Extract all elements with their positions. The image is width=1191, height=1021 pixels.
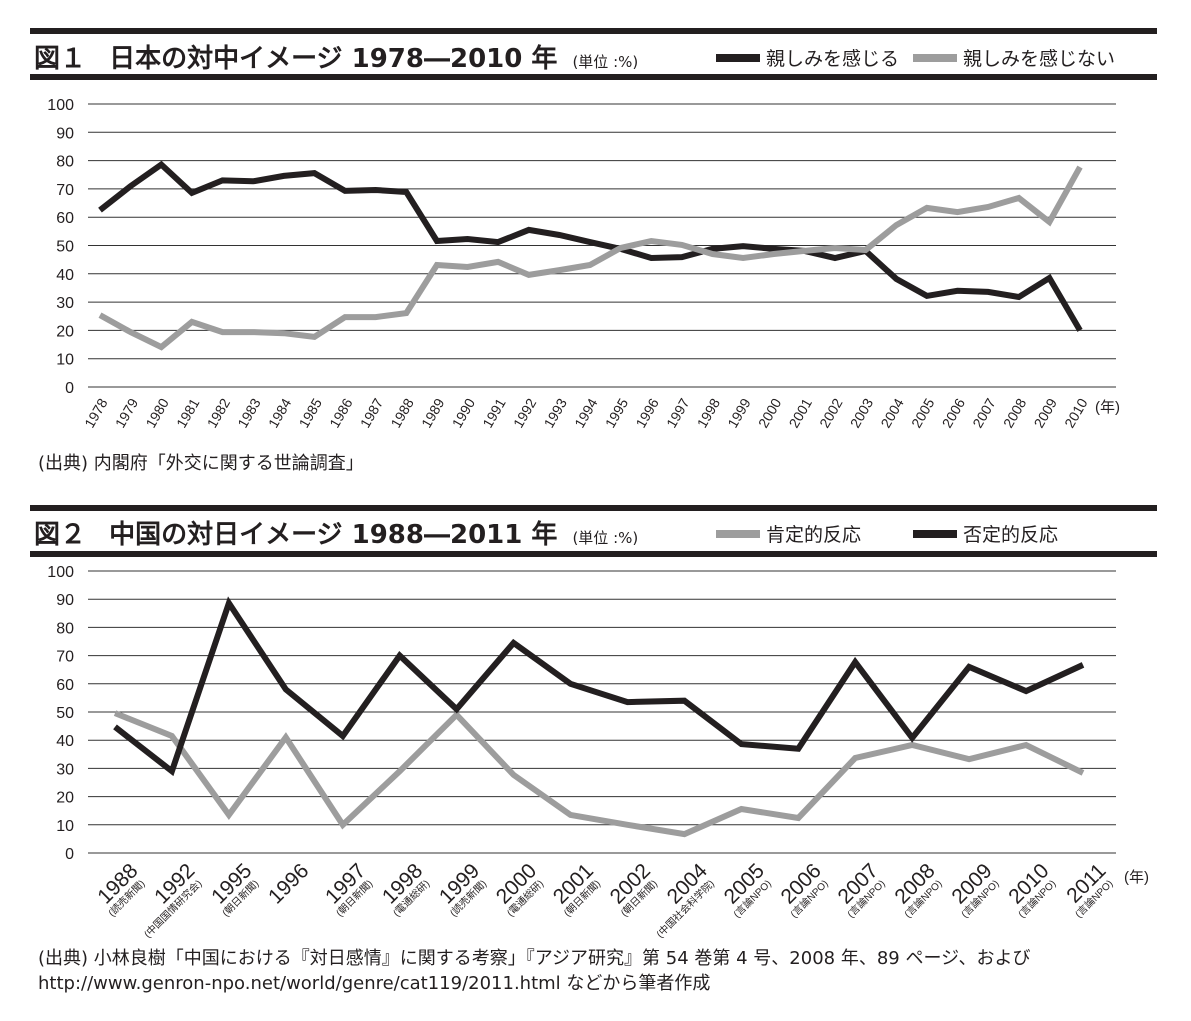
x-tick-label-group: 2011(言論NPO)	[1062, 859, 1115, 920]
x-tick-label: 1996	[264, 859, 313, 908]
x-tick-label-group: 2000(電通総研)	[492, 859, 546, 919]
y-tick-label: 0	[65, 380, 74, 397]
y-tick-label: 0	[65, 846, 74, 863]
x-tick-label-group: 1996	[264, 859, 313, 908]
x-tick-label-group: 1999(読売新聞)	[435, 859, 489, 919]
legend-swatch-gray	[913, 53, 958, 62]
legend-swatch-black	[716, 53, 760, 62]
y-tick-label: 90	[56, 125, 74, 142]
fig2-source-line1: (出典) 小林良樹「中国における『対日感情』に関する考察」『アジア研究』第 54…	[38, 948, 1031, 969]
legend-swatch-black	[913, 529, 958, 538]
fig2-number: 図２	[34, 520, 87, 550]
legend-label: 親しみを感じる	[766, 48, 900, 70]
y-tick-label: 50	[56, 239, 74, 256]
y-tick-label: 20	[56, 790, 74, 807]
y-tick-label: 80	[56, 154, 74, 171]
fig2-title: 中国の対日イメージ 1988―2011 年	[109, 520, 558, 550]
fig2-header: 図２ 中国の対日イメージ 1988―2011 年 (単位 :%)	[34, 514, 638, 551]
legend-swatch-gray	[716, 529, 760, 538]
y-tick-label: 10	[56, 818, 74, 835]
y-tick-label: 20	[56, 323, 74, 340]
fig1-title: 日本の対中イメージ 1978―2010 年	[109, 44, 558, 74]
legend-label: 肯定的反応	[766, 524, 862, 546]
y-tick-label: 80	[56, 620, 74, 637]
x-tick-label-group: 2001(朝日新聞)	[549, 859, 603, 919]
x-tick-label-group: 1997(朝日新聞)	[321, 859, 375, 919]
x-tick-label-group: 2004(中国社会科学院)	[653, 859, 716, 940]
x-tick-label-group: 2009(言論NPO)	[947, 859, 1001, 920]
y-tick-label: 50	[56, 705, 74, 722]
y-tick-label: 90	[56, 592, 74, 609]
x-tick-label-group: 2005(言論NPO)	[720, 859, 774, 920]
fig1-header: 図１ 日本の対中イメージ 1978―2010 年 (単位 :%)	[34, 38, 638, 75]
x-tick-label-group: 2006(言論NPO)	[777, 859, 831, 920]
y-tick-label: 40	[56, 733, 74, 750]
y-tick-label: 100	[47, 564, 74, 581]
fig1-source: (出典) 内閣府「外交に関する世論調査」	[38, 453, 364, 474]
fig2-bottom-rule	[30, 551, 1157, 557]
x-tick-label-group: 2010(言論NPO)	[1004, 859, 1058, 920]
fig1-legend: 親しみを感じる 親しみを感じない	[716, 44, 1115, 71]
x-axis-unit-label: (年)	[1095, 399, 1120, 416]
fig1-top-rule	[30, 28, 1157, 34]
y-tick-label: 70	[56, 649, 74, 666]
y-tick-label: 70	[56, 182, 74, 199]
x-tick-label-group: 1995(朝日新聞)	[207, 859, 261, 919]
series-line	[113, 596, 1085, 777]
y-tick-label: 60	[56, 677, 74, 694]
y-tick-label: 40	[56, 267, 74, 284]
y-tick-label: 100	[47, 97, 74, 114]
y-tick-label: 30	[56, 295, 74, 312]
y-tick-label: 30	[56, 761, 74, 778]
fig1-unit: (単位 :%)	[572, 53, 639, 71]
fig2-top-rule	[30, 505, 1157, 511]
fig1-number: 図１	[34, 44, 87, 74]
fig2-source-line2: http://www.genron-npo.net/world/genre/ca…	[38, 973, 711, 994]
y-tick-label: 10	[56, 352, 74, 369]
legend-label: 親しみを感じない	[963, 48, 1116, 70]
x-tick-label-group: 2007(言論NPO)	[833, 859, 887, 920]
fig1-bottom-rule	[30, 74, 1157, 80]
series-line	[113, 710, 1085, 838]
x-axis-unit-label: (年)	[1124, 869, 1149, 886]
x-tick-label-group: 2008(言論NPO)	[890, 859, 944, 920]
fig2-unit: (単位 :%)	[572, 529, 639, 547]
x-tick-label-group: 1988(読売新聞)	[93, 859, 147, 919]
fig2-legend: 肯定的反応 否定的反応	[716, 520, 1058, 547]
x-tick-label-group: 2002(朝日新聞)	[606, 859, 660, 919]
y-tick-label: 60	[56, 210, 74, 227]
x-tick-label-group: 1998(電通総研)	[378, 859, 432, 919]
legend-label: 否定的反応	[963, 524, 1059, 546]
